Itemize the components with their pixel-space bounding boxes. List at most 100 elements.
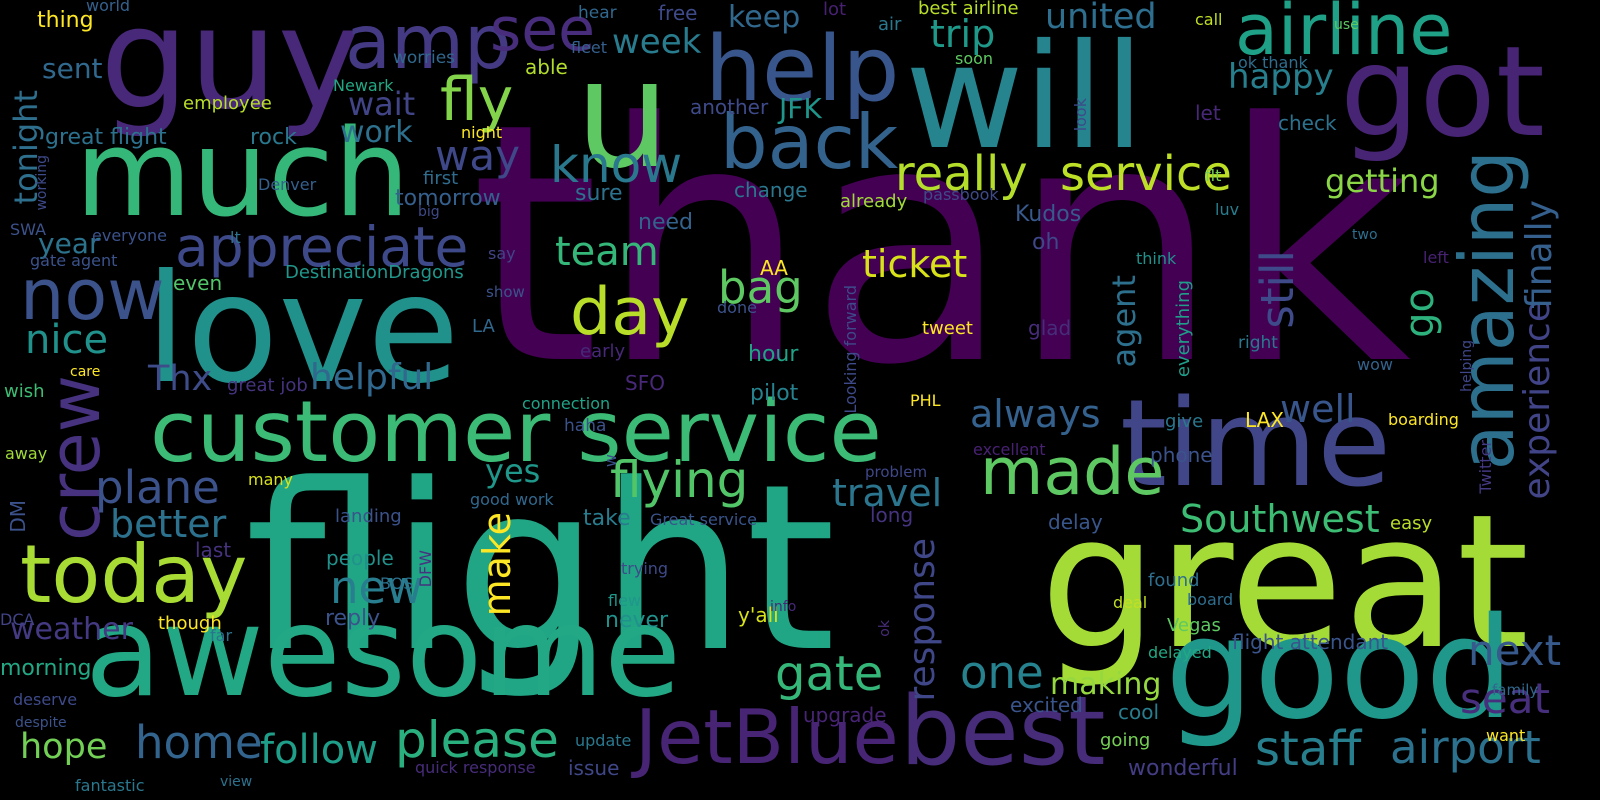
word-done: done [717, 298, 757, 317]
word-say: say [488, 244, 516, 263]
word-time: time [1120, 375, 1392, 514]
word-still: still [1251, 250, 1304, 329]
word-trip: trip [930, 12, 996, 56]
word-best-airline: best airline [918, 0, 1019, 19]
word-update: update [575, 731, 632, 750]
word-better: better [110, 502, 227, 546]
word-upgrade: upgrade [803, 703, 887, 727]
word-though: though [158, 613, 222, 634]
word-experience: experience [1517, 300, 1558, 500]
word-found: found [1148, 570, 1200, 591]
word-fantastic: fantastic [75, 776, 145, 795]
word-lt: lt [230, 228, 241, 247]
word-great: great [1040, 474, 1530, 690]
word-already: already [840, 191, 908, 212]
word-hour: hour [748, 342, 799, 367]
word-great-job: great job [227, 375, 308, 396]
word-passbook: passbook [923, 185, 999, 204]
word-many: many [248, 470, 293, 489]
word-next: next [1468, 626, 1562, 675]
word-y-all: y'all [738, 603, 779, 627]
word-kudos: Kudos [1015, 202, 1082, 227]
word-another: another [690, 95, 769, 119]
word-keep: keep [728, 0, 801, 35]
word-boarding: boarding [1388, 410, 1459, 429]
word-making: making [1050, 667, 1162, 702]
word-able: able [525, 55, 568, 79]
word-jfk: JFK [779, 92, 822, 125]
word-please: please [395, 711, 559, 769]
word-morning: morning [0, 656, 92, 681]
word-flying: flying [610, 451, 749, 509]
word-first: first [423, 168, 459, 189]
word-excited: excited [1010, 693, 1083, 717]
word-lax: LAX [1245, 408, 1284, 432]
word-thank: thank [470, 53, 1412, 437]
word-bos: BOS [380, 574, 414, 593]
word-year: year [38, 227, 101, 260]
word-wait: wait [348, 85, 416, 123]
word-right: right [1238, 333, 1278, 353]
word-way: way [435, 131, 520, 180]
word-now: now [20, 254, 165, 336]
word-always: always [970, 392, 1101, 436]
word-thing: thing [37, 8, 94, 33]
word-work: work [340, 115, 413, 150]
word-ok: ok [877, 620, 893, 637]
word-tomorrow: tomorrow [395, 186, 501, 211]
word-flight: flight [245, 436, 836, 703]
word-flight-attendant: flight attendant [1232, 630, 1389, 654]
word-cool: cool [1118, 700, 1160, 724]
word-finally: finally [1519, 200, 1560, 309]
word-guy: guy [100, 0, 361, 141]
word-much: much [75, 105, 410, 244]
word-travel: travel [832, 471, 943, 515]
word-give: give [1165, 411, 1204, 432]
word-think: think [1136, 249, 1177, 268]
word-phone: phone [1150, 443, 1213, 467]
word-everything: everything [1173, 280, 1194, 378]
word-left: left [1423, 248, 1449, 267]
word-swa: SWA [10, 220, 47, 239]
word-far: far [210, 626, 233, 645]
word-well: well [1280, 387, 1356, 431]
word-amazing: amazing [1443, 150, 1531, 471]
word-ok-thank: ok thank [1238, 53, 1308, 72]
word-problem: problem [865, 463, 928, 481]
word-w: w [601, 454, 620, 468]
word-helping: helping [1459, 340, 1475, 392]
word-night: night [461, 123, 503, 142]
word-u: u [575, 28, 671, 202]
word-glad: glad [1028, 316, 1072, 340]
word-yes: yes [485, 452, 541, 490]
word-wow: wow [1357, 355, 1393, 374]
word-awesome: awesome [85, 580, 682, 725]
word-weather: weather [10, 612, 133, 647]
word-staff: staff [1255, 721, 1362, 777]
word-deserve: deserve [13, 690, 78, 709]
word-working: working [34, 155, 50, 211]
word-rock: rock [250, 125, 297, 150]
word-great-service: Great service [650, 510, 757, 529]
word-call: call [1195, 10, 1223, 29]
word-trying: trying [621, 559, 669, 578]
word-big: big [418, 204, 440, 220]
word-two: two [1352, 227, 1378, 243]
word-know: know [550, 136, 683, 194]
word-good: good [1165, 588, 1515, 751]
word-airport: airport [1390, 721, 1541, 774]
word-help: help [705, 17, 900, 122]
word-never: never [605, 608, 669, 633]
word-really: really [895, 146, 1028, 202]
word-family: family [1492, 681, 1539, 699]
word-board: board [1187, 590, 1234, 609]
word-sfo: SFO [625, 371, 665, 395]
word-nice: nice [25, 317, 109, 363]
word-despite: despite [15, 715, 67, 731]
word-easy: easy [1390, 513, 1433, 534]
word-care: care [70, 364, 101, 380]
word-early: early [580, 341, 626, 362]
word-hope: hope [20, 727, 108, 767]
word-hear: hear [578, 3, 617, 23]
word-go: go [1397, 288, 1443, 338]
